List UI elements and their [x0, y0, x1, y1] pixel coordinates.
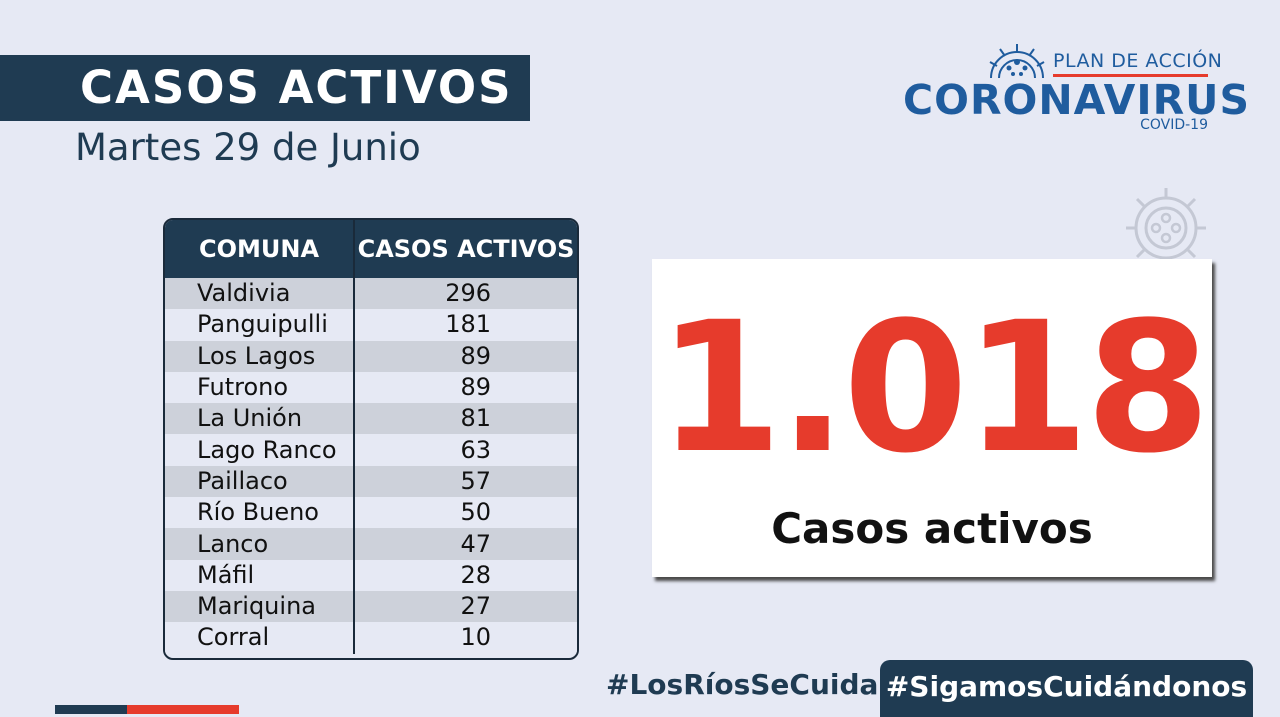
comuna-cell: La Unión: [165, 403, 355, 435]
total-cases-label: Casos activos: [771, 504, 1093, 553]
page-title: CASOS ACTIVOS: [80, 61, 513, 114]
column-header-comuna: COMUNA: [165, 220, 355, 278]
footer-bar-blue: [55, 705, 127, 714]
casos-cell: 81: [354, 403, 577, 435]
table-row: Lanco 47: [165, 528, 577, 560]
comuna-cell: Corral: [165, 622, 355, 654]
active-cases-table: COMUNA CASOS ACTIVOS Valdivia 296 Panguip…: [163, 218, 579, 660]
total-cases-card: 1.018 Casos activos: [652, 259, 1212, 577]
casos-cell: 89: [354, 340, 577, 372]
casos-cell: 57: [354, 465, 577, 498]
table-header-row: COMUNA CASOS ACTIVOS: [165, 220, 577, 278]
casos-cell: 181: [354, 309, 577, 341]
casos-cell: 10: [354, 622, 577, 654]
casos-cell: 89: [354, 371, 577, 404]
comuna-cell: Mariquina: [165, 590, 355, 623]
table-row: Río Bueno 50: [165, 497, 577, 529]
comuna-cell: Máfil: [165, 559, 355, 591]
plan-coronavirus-logo: PLAN DE ACCIÓN CORONAVIRUS COVID-19: [900, 38, 1249, 138]
logo-plan-text: PLAN DE ACCIÓN: [1053, 50, 1223, 72]
hashtag-sigamos: #SigamosCuidándonos: [885, 670, 1248, 703]
comuna-cell: Panguipulli: [165, 309, 355, 341]
casos-cell: 50: [354, 497, 577, 529]
hashtag-box: #SigamosCuidándonos: [880, 660, 1253, 717]
column-header-casos: CASOS ACTIVOS: [354, 220, 577, 278]
footer-bar-red: [127, 705, 239, 714]
virus-icon: [989, 44, 1045, 79]
hashtag-los-rios: #LosRíosSeCuida: [606, 668, 879, 701]
comuna-cell: Río Bueno: [165, 497, 355, 529]
table-row: La Unión 81: [165, 403, 577, 435]
comuna-cell: Lanco: [165, 528, 355, 560]
table-row: Futrono 89: [165, 371, 577, 404]
casos-cell: 28: [354, 559, 577, 591]
virus-decoration-icon: [1126, 188, 1206, 260]
comuna-cell: Futrono: [165, 371, 355, 404]
casos-cell: 27: [354, 590, 577, 623]
table-row: Panguipulli 181: [165, 309, 577, 341]
casos-cell: 63: [354, 434, 577, 466]
comuna-cell: Valdivia: [165, 278, 355, 310]
casos-cell: 47: [354, 528, 577, 560]
table-row: Corral 10: [165, 622, 577, 654]
table-row: Valdivia 296: [165, 278, 577, 310]
table-row: Lago Ranco 63: [165, 434, 577, 466]
date-subtitle: Martes 29 de Junio: [75, 126, 421, 169]
comuna-cell: Lago Ranco: [165, 434, 355, 466]
comuna-cell: Los Lagos: [165, 340, 355, 372]
casos-cell: 296: [354, 278, 577, 310]
logo-underline: [1053, 74, 1208, 77]
table-row: Los Lagos 89: [165, 340, 577, 372]
comuna-cell: Paillaco: [165, 465, 355, 498]
table-row: Máfil 28: [165, 559, 577, 591]
table-row: Mariquina 27: [165, 590, 577, 623]
table-row: Paillaco 57: [165, 465, 577, 498]
logo-covid-text: COVID-19: [1140, 117, 1208, 133]
title-banner: CASOS ACTIVOS: [0, 55, 530, 121]
logo-coronavirus-text: CORONAVIRUS: [903, 76, 1251, 124]
total-cases-number: 1.018: [657, 284, 1210, 493]
